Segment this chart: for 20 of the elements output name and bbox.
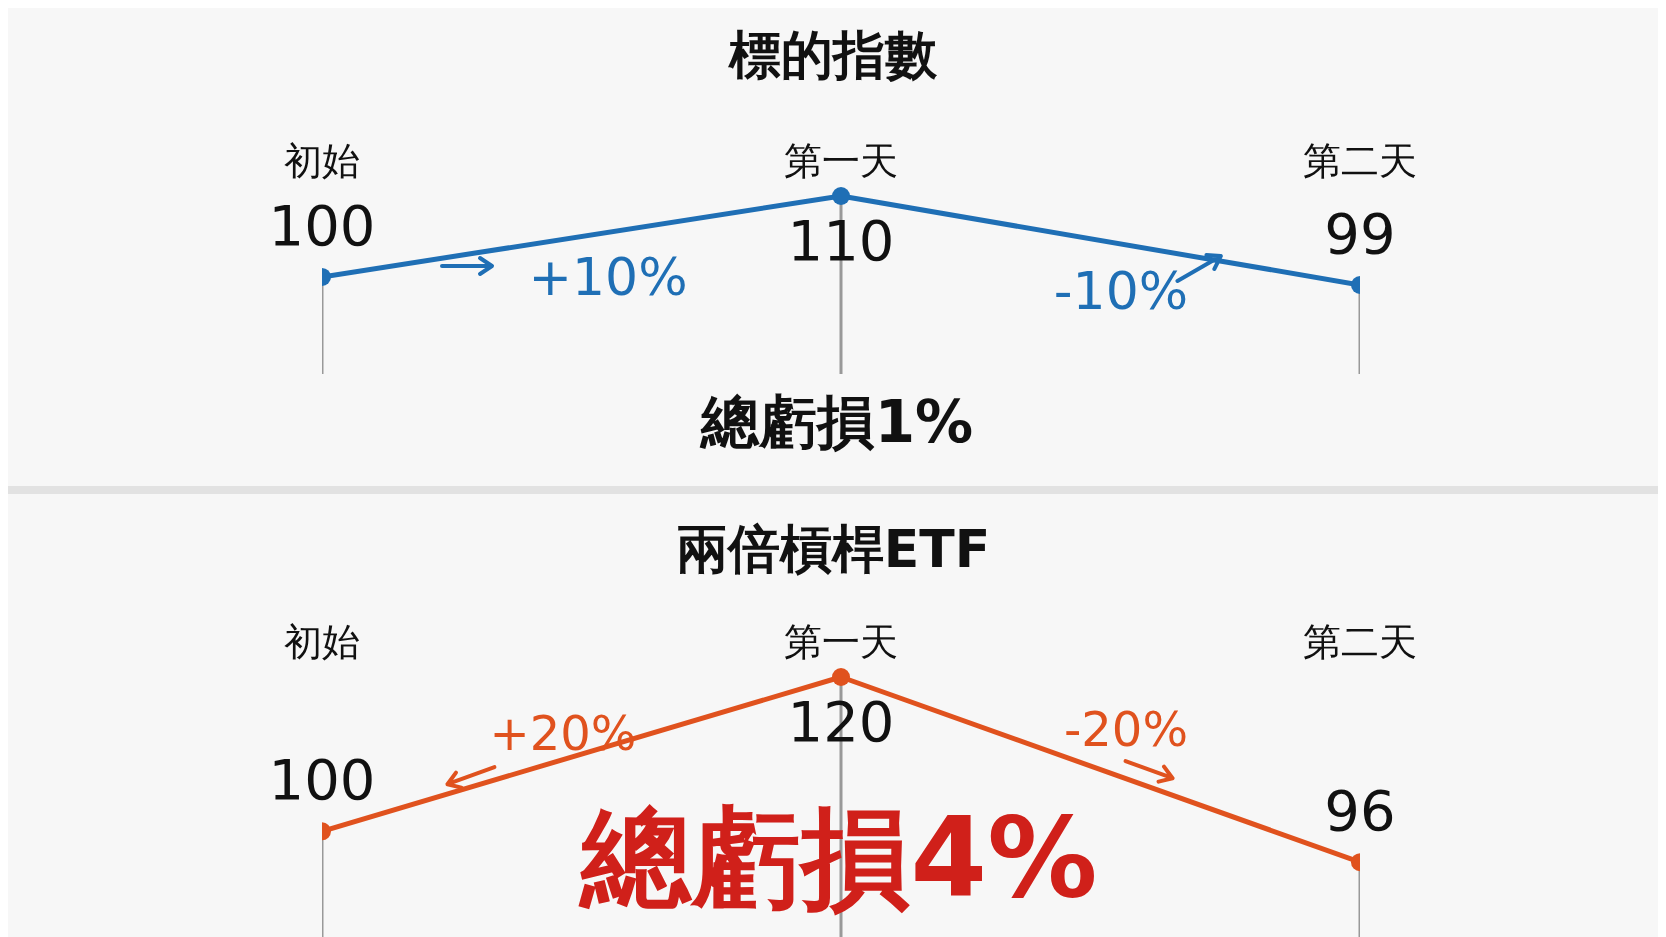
annotation: 總虧損4%: [577, 792, 1099, 924]
x-tick-label: 初始: [284, 620, 360, 664]
x-tick-label: 第一天: [784, 139, 898, 183]
chart-title: 兩倍槓桿ETF: [674, 518, 992, 581]
annotation: -20%: [1063, 700, 1188, 757]
x-tick-label: 第二天: [1303, 620, 1417, 664]
data-label: 110: [787, 208, 895, 273]
data-label: 100: [268, 192, 376, 258]
data-label: 100: [268, 747, 376, 813]
annotation: +20%: [489, 704, 637, 761]
data-label: 96: [1324, 778, 1396, 844]
annotation: -10%: [1053, 261, 1189, 322]
x-tick-label: 第二天: [1303, 139, 1417, 183]
chart-title: 標的指數: [727, 24, 938, 87]
data-label: 120: [787, 689, 895, 754]
text: 總虧損1%: [699, 387, 975, 459]
x-tick-label: 第一天: [784, 620, 898, 664]
x-tick-label: 初始: [284, 139, 360, 183]
annotation: +10%: [528, 247, 688, 308]
data-label: 99: [1324, 201, 1396, 266]
